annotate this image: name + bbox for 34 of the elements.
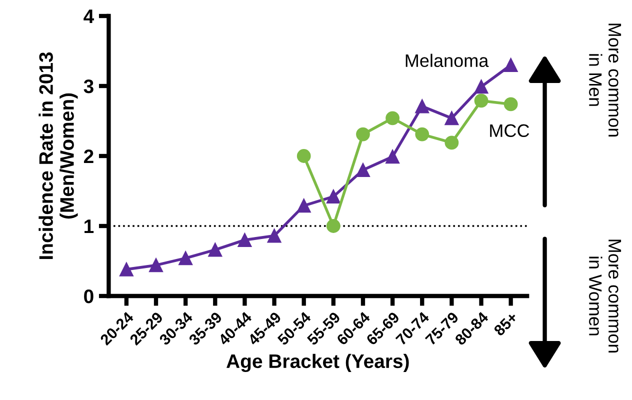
y-tick-label: 2	[84, 149, 94, 164]
y-tick-label: 1	[84, 220, 94, 234]
x-tick-label: 85+	[493, 311, 518, 336]
point	[504, 58, 518, 72]
point	[386, 111, 400, 126]
point	[356, 127, 370, 142]
point	[444, 136, 459, 150]
point	[296, 149, 311, 163]
point	[208, 242, 222, 257]
point	[444, 111, 459, 126]
text: More common in Men	[588, 24, 622, 137]
point	[267, 228, 282, 243]
point	[326, 219, 340, 233]
point	[178, 251, 193, 266]
series-label: Melanoma	[406, 54, 489, 68]
point	[296, 198, 311, 213]
text: More common in Women	[588, 240, 622, 353]
point	[149, 258, 163, 272]
point	[474, 80, 488, 94]
series-label: MCC	[490, 124, 530, 138]
point	[504, 97, 518, 112]
y-axis-title: Incidence Rate in 2013 (Men/Women)	[38, 52, 78, 259]
y-tick-label: 3	[84, 79, 94, 94]
point	[326, 190, 340, 204]
point	[474, 94, 488, 108]
point	[120, 262, 134, 276]
point	[415, 127, 430, 142]
point	[386, 150, 400, 164]
y-tick-label: 0	[84, 289, 94, 304]
y-tick-label: 4	[84, 10, 94, 24]
x-axis-title: Age Bracket (Years)	[226, 354, 409, 372]
point	[356, 163, 370, 177]
point	[415, 99, 430, 114]
point	[238, 233, 252, 247]
